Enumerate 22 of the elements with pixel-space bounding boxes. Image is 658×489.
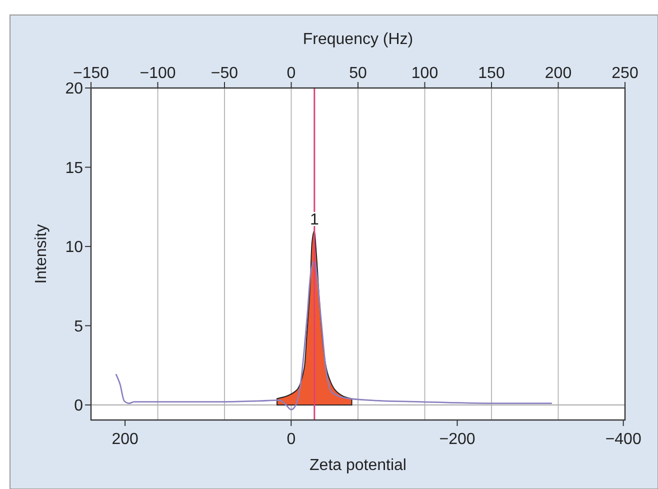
y-tick-label: 5 xyxy=(74,318,84,336)
x2-axis-title: Frequency (Hz) xyxy=(302,31,414,48)
x2-tick-label: −100 xyxy=(140,65,176,82)
x2-tick-label: 0 xyxy=(286,65,296,82)
x-tick-label: 0 xyxy=(286,431,296,448)
x-axis-title: Zeta potential xyxy=(310,457,406,474)
y-tick-label: 20 xyxy=(65,80,84,98)
x-tick-label: −400 xyxy=(605,431,642,448)
x2-tick-label: −150 xyxy=(72,65,110,82)
x-tick-label: 200 xyxy=(112,431,138,448)
x2-tick-label: 150 xyxy=(478,65,505,82)
x-tick-label: −200 xyxy=(439,431,476,448)
x2-tick-label: 100 xyxy=(411,65,438,82)
y-axis-title: Intensity xyxy=(33,224,50,284)
x2-tick-label: −50 xyxy=(210,65,238,82)
y-tick-label: 0 xyxy=(74,398,84,415)
x2-tick-label: 50 xyxy=(349,65,367,82)
y-tick-label: 10 xyxy=(65,239,84,256)
x2-tick-label: 200 xyxy=(544,65,572,82)
line-series xyxy=(115,260,553,410)
x2-tick-label: 250 xyxy=(612,65,638,82)
y-tick-label: 15 xyxy=(65,160,84,177)
